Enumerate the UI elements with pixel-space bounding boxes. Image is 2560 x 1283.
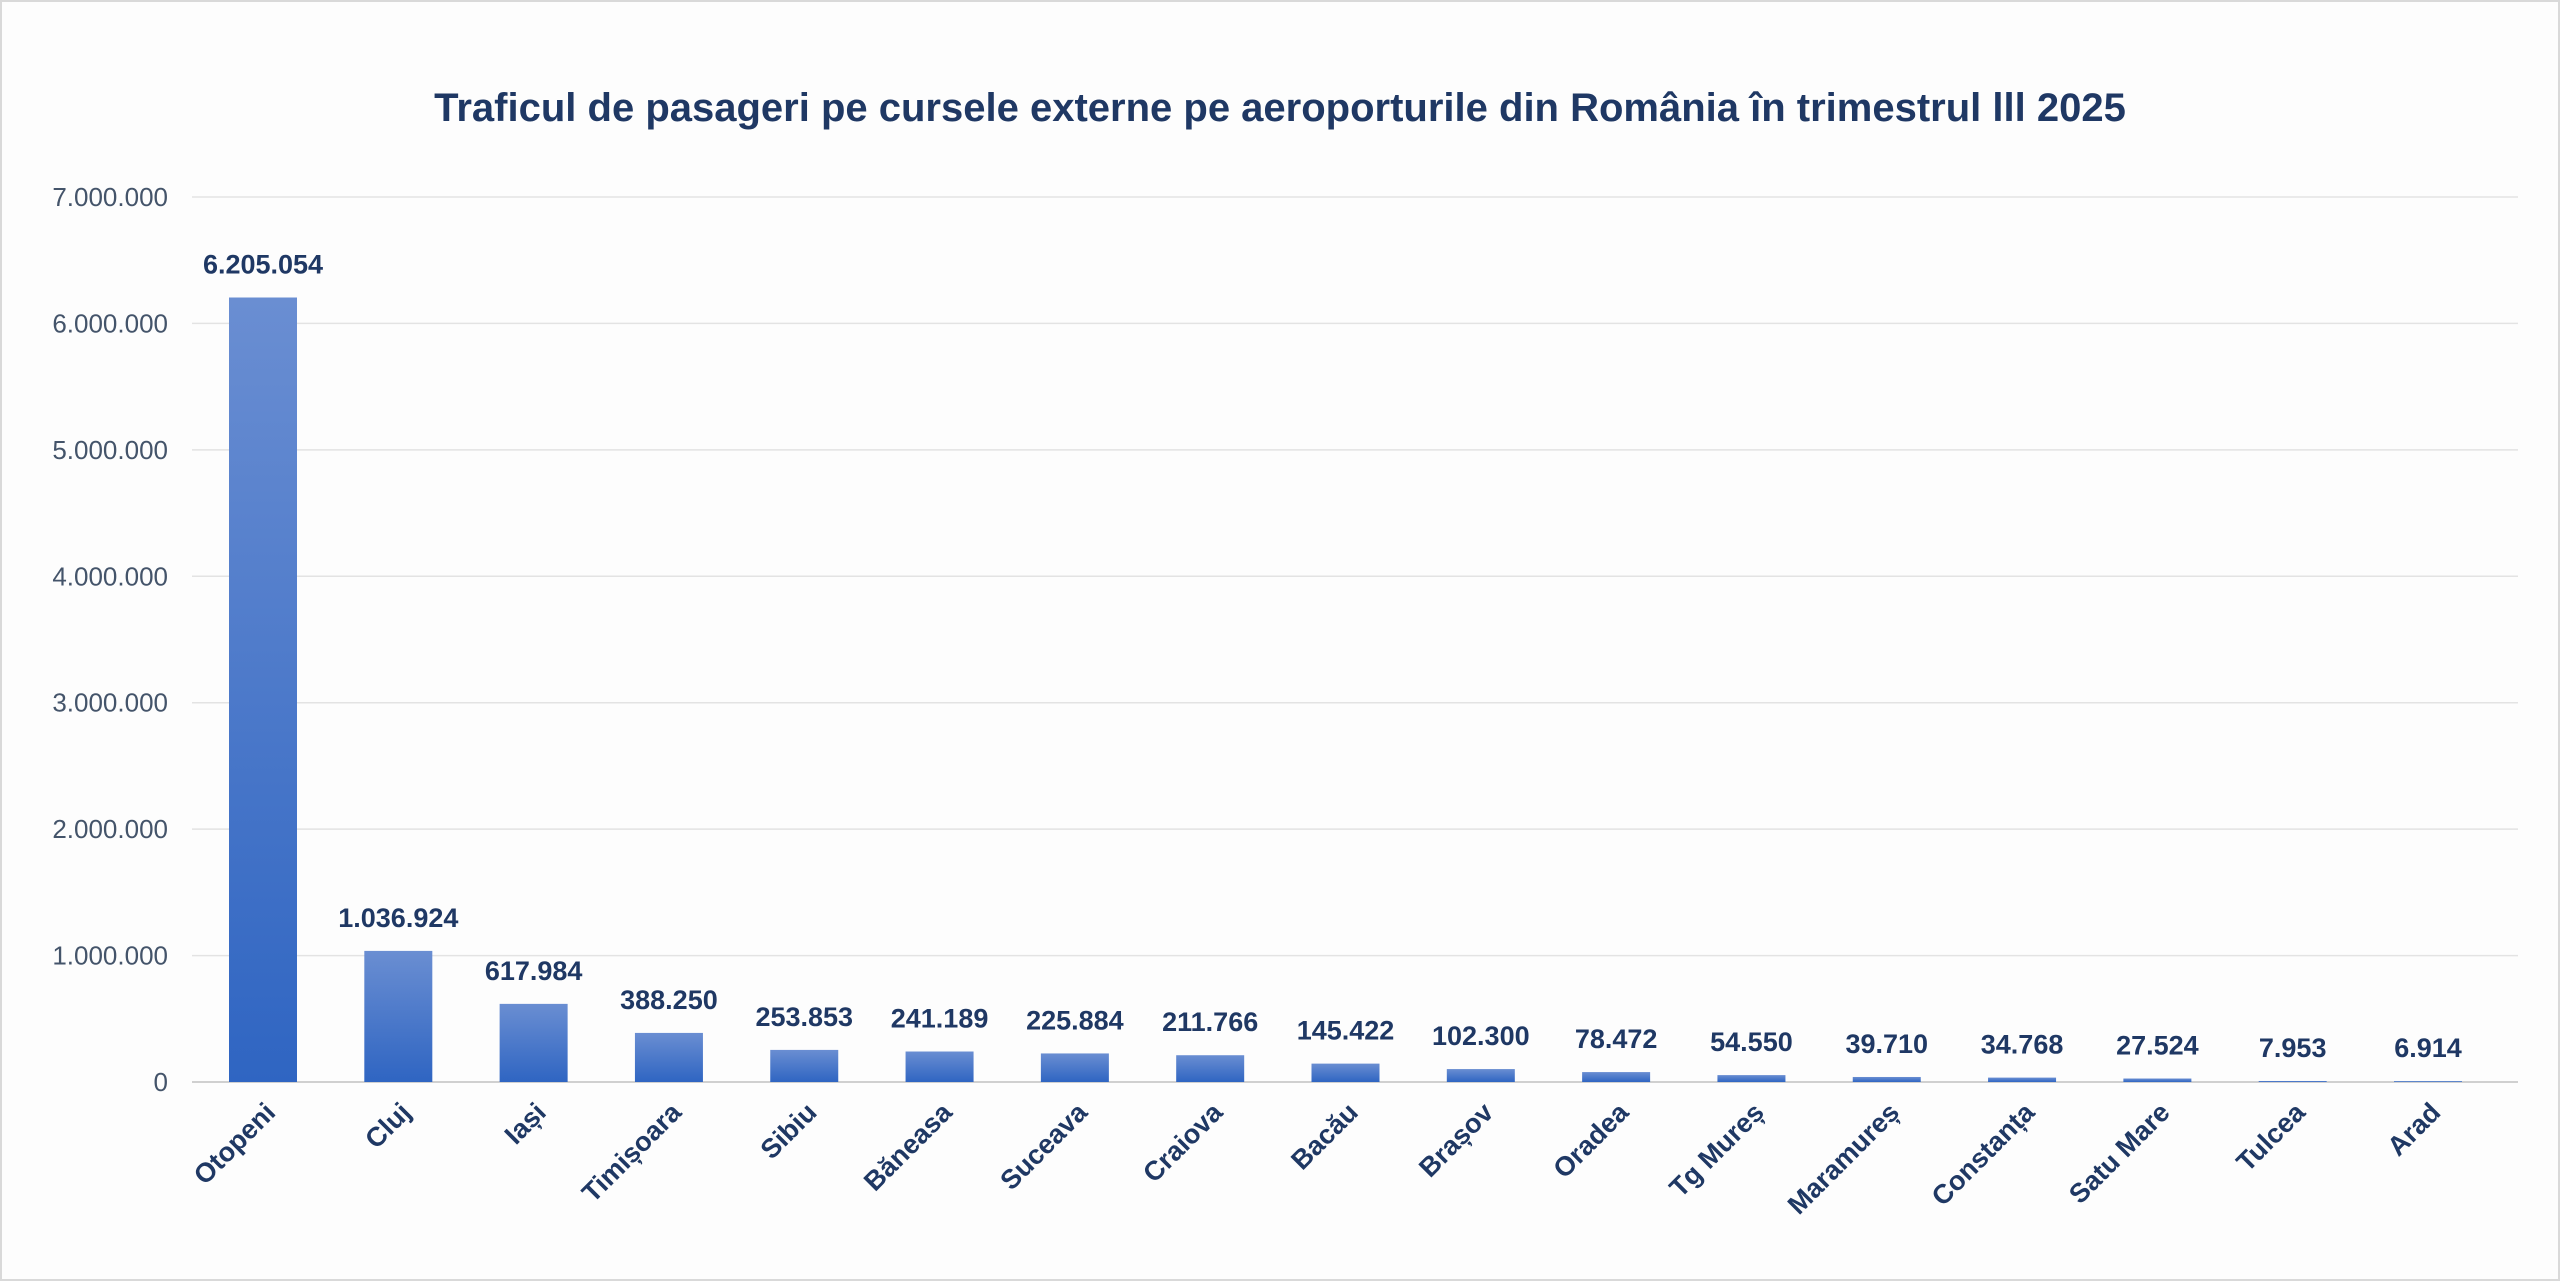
x-tick-label: Tulcea	[2231, 1096, 2312, 1177]
data-label: 617.984	[485, 956, 583, 986]
data-label: 388.250	[620, 985, 718, 1015]
data-label: 34.768	[1981, 1030, 2064, 1060]
data-label: 145.422	[1297, 1016, 1395, 1046]
gridlines	[192, 196, 2518, 1083]
x-axis-ticks: Otopeni Cluj Iași Timișoara Sibiu Băneasa Suce…	[188, 1096, 2446, 1220]
x-tick-label: Iași	[499, 1097, 552, 1150]
y-tick-label: 6.000.000	[52, 308, 168, 338]
x-tick-label: Satu Mare	[2063, 1097, 2175, 1209]
y-tick-label: 4.000.000	[52, 561, 168, 591]
bars	[229, 297, 2462, 1082]
x-tick-label: Băneasa	[858, 1096, 958, 1196]
bar-timișoara	[634, 1032, 703, 1082]
y-axis-ticks: 0 1.000.000 2.000.000 3.000.000 4.000.000 5.0…	[52, 182, 168, 1097]
bar-constanța	[1988, 1077, 2057, 1082]
data-label: 6.914	[2394, 1033, 2462, 1063]
data-label: 39.710	[1845, 1029, 1928, 1059]
bar-sibiu	[770, 1049, 839, 1082]
bar-brașov	[1446, 1069, 1515, 1082]
bar-satu-mare	[2123, 1078, 2192, 1082]
bar-arad	[2394, 1081, 2462, 1082]
data-label: 225.884	[1026, 1005, 1124, 1035]
bar-cluj	[364, 950, 433, 1082]
x-tick-label: Tg Mureș	[1664, 1097, 1770, 1203]
data-label: 1.036.924	[338, 903, 458, 933]
bar-tulcea	[2258, 1080, 2327, 1082]
chart-title: Traficul de pasageri pe cursele externe …	[434, 86, 2126, 130]
x-tick-label: Cluj	[359, 1097, 416, 1154]
y-tick-label: 0	[154, 1067, 168, 1097]
bar-băneasa	[905, 1051, 974, 1082]
bar-bacău	[1311, 1063, 1380, 1082]
bar-iași	[499, 1003, 568, 1082]
data-label: 27.524	[2116, 1031, 2199, 1061]
bar-craiova	[1176, 1055, 1245, 1082]
x-tick-label: Bacău	[1285, 1097, 1364, 1176]
bar-tg-mureș	[1717, 1075, 1786, 1082]
data-label: 6.205.054	[203, 250, 323, 280]
y-tick-label: 5.000.000	[52, 435, 168, 465]
data-labels: 6.205.054 1.036.924 617.984 388.250 253.853 2…	[203, 250, 2462, 1064]
y-tick-label: 2.000.000	[52, 814, 168, 844]
x-tick-label: Craiova	[1137, 1096, 1229, 1188]
x-tick-label: Arad	[2382, 1097, 2447, 1162]
data-label: 241.189	[891, 1004, 989, 1034]
data-label: 211.766	[1162, 1007, 1258, 1037]
x-tick-label: Brașov	[1413, 1097, 1499, 1183]
data-label: 54.550	[1710, 1027, 1793, 1057]
data-label: 253.853	[755, 1002, 853, 1032]
bar-otopeni	[229, 297, 297, 1082]
y-tick-label: 3.000.000	[52, 688, 168, 718]
bar-suceava	[1040, 1053, 1109, 1082]
x-tick-label: Timișoara	[576, 1096, 688, 1208]
bar-oradea	[1582, 1072, 1651, 1082]
y-tick-label: 7.000.000	[52, 182, 168, 212]
x-tick-label: Sibiu	[755, 1097, 823, 1165]
x-tick-label: Constanța	[1926, 1096, 2041, 1211]
data-label: 102.300	[1432, 1021, 1530, 1051]
data-label: 78.472	[1575, 1024, 1658, 1054]
x-tick-label: Otopeni	[188, 1097, 281, 1190]
x-tick-label: Oradea	[1547, 1096, 1635, 1184]
bar-maramureș	[1852, 1076, 1921, 1082]
y-tick-label: 1.000.000	[52, 941, 168, 971]
data-label: 7.953	[2259, 1033, 2327, 1063]
x-tick-label: Suceava	[994, 1096, 1093, 1195]
x-tick-label: Maramureș	[1782, 1097, 1905, 1220]
